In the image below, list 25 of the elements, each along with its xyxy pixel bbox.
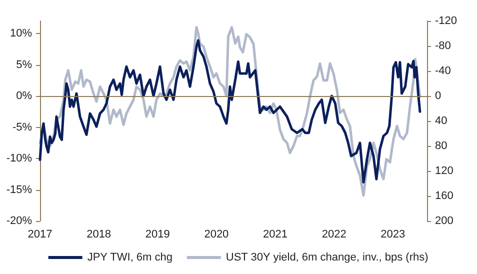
y-tick-label: -20%: [6, 215, 32, 227]
y2-tick-label: -40: [435, 65, 451, 77]
x-tick-label: 2022: [322, 228, 346, 240]
x-tick-label: 2023: [380, 228, 406, 240]
y2-tick-label: 200: [435, 215, 454, 227]
x-tick-label: 2018: [86, 228, 112, 240]
y-tick-label: -5%: [12, 121, 32, 134]
x-tick-label: 2017: [28, 228, 52, 240]
x-tick-label: 2021: [263, 228, 288, 240]
y2-tick-label: 120: [435, 165, 454, 177]
y2-tick-label: 40: [435, 115, 448, 127]
x-tick-label: 2020: [204, 228, 229, 240]
y-tick-label: 5%: [16, 58, 32, 71]
legend-label: JPY TWI, 6m chg: [87, 252, 173, 264]
x-tick-label: 2019: [145, 228, 170, 240]
y2-tick-label: 80: [435, 140, 448, 152]
y2-tick-label: 0: [435, 90, 442, 102]
y-tick-label: -15%: [6, 184, 32, 196]
y-tick-label: 10%: [10, 28, 32, 40]
y2-tick-label: -120: [435, 15, 458, 27]
y2-tick-label: -80: [435, 40, 451, 52]
y-tick-label: -10%: [6, 152, 32, 164]
y-tick-label: 0%: [16, 90, 32, 102]
y2-tick-label: 160: [435, 190, 454, 202]
legend-label: UST 30Y yield, 6m change, inv., bps (rhs): [226, 252, 428, 264]
